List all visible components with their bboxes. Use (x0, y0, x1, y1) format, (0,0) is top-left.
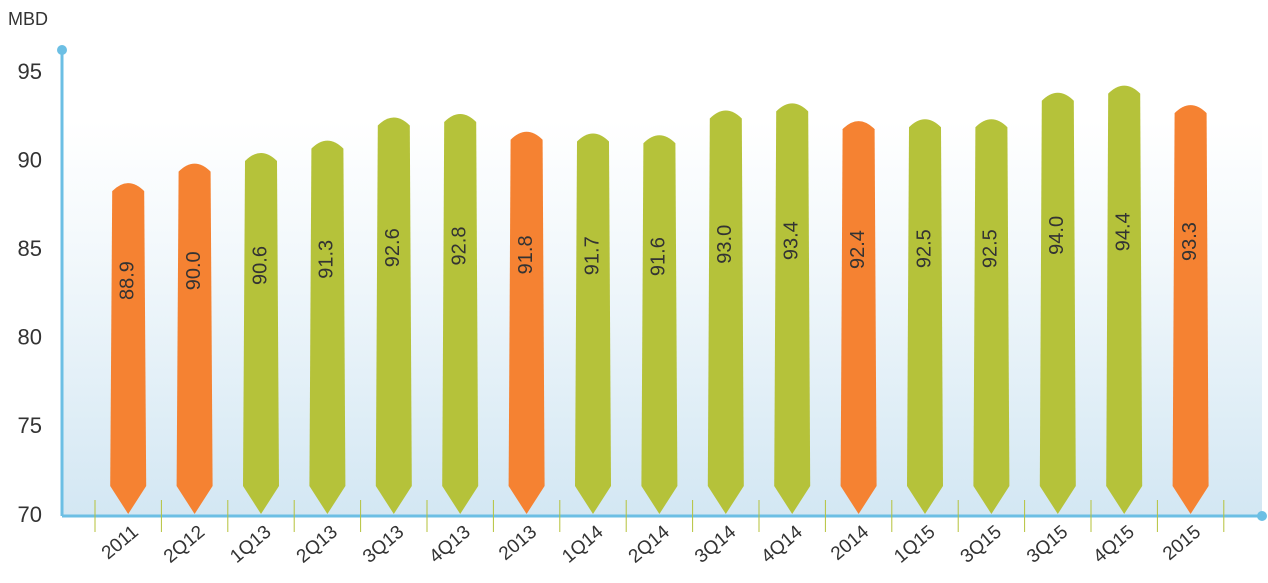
x-tick-label: 2015 (1159, 522, 1205, 565)
bar (641, 135, 678, 515)
value-label: 91.7 (581, 236, 603, 275)
bar (1039, 92, 1076, 514)
value-label: 90.0 (183, 251, 205, 290)
value-label: 93.3 (1179, 222, 1201, 261)
bar (309, 140, 346, 514)
bar (907, 119, 943, 515)
value-label: 92.6 (382, 228, 404, 267)
bar (110, 183, 147, 515)
bar (243, 152, 279, 514)
x-tick-label: 4Q13 (426, 522, 475, 568)
x-tick-label: 3Q15 (957, 522, 1006, 568)
value-label: 93.4 (780, 221, 802, 260)
value-label: 94.4 (1112, 212, 1134, 251)
bar (575, 133, 611, 514)
x-tick-label: 2013 (495, 522, 541, 565)
bar (375, 117, 412, 514)
axis-dot (1257, 511, 1267, 521)
x-tick-label: 2Q14 (625, 521, 674, 567)
x-tick-label: 4Q14 (758, 521, 807, 567)
value-label: 92.8 (448, 227, 470, 266)
value-label: 91.6 (648, 237, 670, 276)
x-tick-label: 2014 (827, 521, 873, 565)
x-tick-label: 2Q12 (160, 522, 209, 568)
bar (508, 131, 545, 515)
value-label: 90.6 (249, 246, 271, 285)
bar (1106, 85, 1143, 514)
x-tick-label: 1Q15 (890, 522, 939, 568)
value-label: 92.5 (980, 229, 1002, 268)
y-tick-label: 90 (18, 147, 42, 172)
value-label: 92.4 (847, 230, 869, 269)
y-tick-label: 80 (18, 325, 42, 350)
y-tick-label: 85 (18, 236, 42, 261)
value-label: 93.0 (714, 225, 736, 264)
x-tick-label: 3Q14 (691, 521, 740, 567)
value-label: 91.8 (515, 235, 537, 274)
x-tick-label: 1Q13 (226, 522, 275, 568)
bar (1172, 105, 1209, 515)
y-tick-label: 95 (18, 59, 42, 84)
x-tick-label: 1Q14 (558, 521, 607, 567)
bar (442, 113, 479, 514)
value-label: 88.9 (116, 261, 138, 300)
value-label: 92.5 (913, 229, 935, 268)
bar (840, 121, 877, 514)
bar (973, 119, 1010, 515)
y-tick-label: 75 (18, 413, 42, 438)
bar (774, 103, 811, 515)
x-tick-label: 3Q15 (1023, 522, 1072, 568)
y-axis-label: MBD (8, 9, 48, 29)
x-tick-label: 4Q15 (1090, 522, 1139, 568)
x-tick-label: 2011 (98, 522, 143, 564)
value-label: 91.3 (316, 240, 338, 279)
y-tick-label: 70 (18, 502, 42, 527)
bar (176, 163, 213, 514)
x-tick-label: 3Q13 (359, 522, 408, 568)
x-tick-label: 2Q13 (293, 522, 342, 568)
value-label: 94.0 (1046, 216, 1068, 255)
axis-dot (57, 45, 67, 55)
bar (707, 110, 744, 514)
